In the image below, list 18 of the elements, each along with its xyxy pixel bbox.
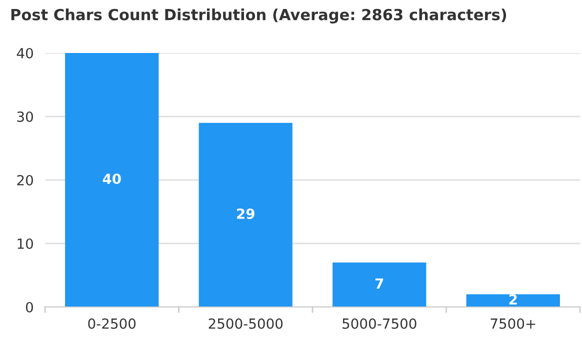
data-label: 2 bbox=[509, 294, 517, 304]
bar bbox=[198, 122, 292, 307]
data-label: 40 bbox=[102, 174, 121, 184]
x-tick-label: 5000-7500 bbox=[342, 318, 416, 329]
bar bbox=[332, 262, 426, 307]
chart-title: Post Chars Count Distribution (Average: 2863 characters) bbox=[11, 8, 506, 24]
y-tick-label: 20 bbox=[17, 174, 33, 186]
y-tick-label: 30 bbox=[17, 111, 33, 122]
x-tick-label: 2500-5000 bbox=[208, 318, 283, 329]
y-tick-label: 40 bbox=[16, 48, 33, 58]
data-label: 29 bbox=[237, 208, 254, 219]
y-tick-label: 10 bbox=[18, 238, 33, 249]
y-tick-label: 0 bbox=[26, 302, 33, 312]
x-tick-label: 7500+ bbox=[490, 318, 536, 329]
x-tick-label: 0-2500 bbox=[88, 318, 136, 329]
data-label: 7 bbox=[375, 278, 384, 289]
bar bbox=[65, 53, 159, 307]
bar bbox=[466, 294, 560, 307]
